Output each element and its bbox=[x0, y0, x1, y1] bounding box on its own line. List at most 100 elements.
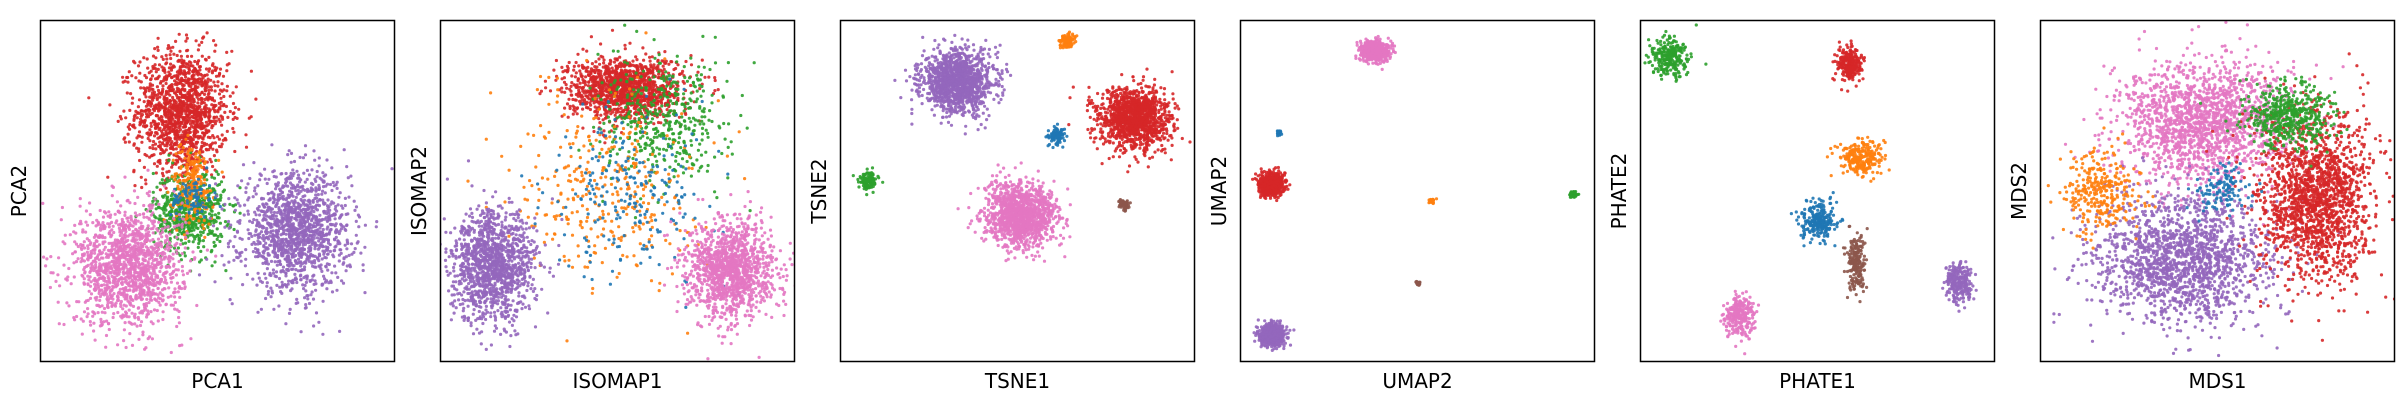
data-point bbox=[145, 57, 149, 61]
data-point bbox=[193, 84, 197, 88]
data-point bbox=[155, 308, 159, 313]
data-point bbox=[124, 345, 128, 350]
data-point bbox=[116, 209, 120, 214]
data-point bbox=[185, 162, 189, 166]
data-point bbox=[194, 152, 198, 156]
data-point bbox=[151, 238, 155, 242]
data-point bbox=[265, 267, 269, 271]
data-point bbox=[175, 113, 179, 117]
data-point bbox=[218, 239, 222, 244]
data-point bbox=[156, 199, 160, 203]
data-point bbox=[248, 219, 252, 223]
data-point bbox=[303, 144, 308, 148]
data-point bbox=[328, 249, 332, 253]
data-point bbox=[162, 95, 166, 99]
data-point bbox=[302, 287, 306, 291]
data-point bbox=[88, 201, 92, 205]
data-point bbox=[183, 89, 187, 93]
data-point bbox=[151, 66, 155, 71]
data-point bbox=[180, 100, 184, 104]
data-point bbox=[82, 253, 86, 257]
data-point bbox=[292, 225, 296, 230]
data-point bbox=[318, 230, 322, 234]
data-point bbox=[154, 56, 158, 60]
data-point bbox=[180, 65, 184, 69]
data-point bbox=[166, 116, 170, 120]
data-point bbox=[269, 295, 273, 299]
data-point bbox=[130, 233, 134, 237]
data-point bbox=[213, 233, 217, 237]
data-point bbox=[299, 189, 303, 193]
data-point bbox=[233, 149, 237, 154]
data-point bbox=[167, 158, 171, 163]
data-point bbox=[315, 196, 319, 200]
data-point bbox=[212, 244, 216, 248]
data-point bbox=[272, 307, 276, 311]
data-point bbox=[214, 74, 219, 78]
data-point bbox=[338, 216, 342, 220]
data-point bbox=[218, 120, 222, 124]
data-point bbox=[302, 198, 307, 202]
data-point bbox=[172, 189, 176, 193]
data-point bbox=[137, 337, 141, 341]
data-point bbox=[159, 80, 163, 84]
data-point bbox=[272, 174, 276, 179]
data-point bbox=[200, 84, 204, 88]
data-point bbox=[84, 209, 88, 213]
data-point bbox=[345, 165, 349, 169]
data-point bbox=[220, 207, 224, 211]
data-point bbox=[282, 229, 286, 233]
data-point bbox=[175, 89, 179, 93]
data-point bbox=[175, 70, 179, 74]
data-point bbox=[170, 146, 174, 150]
data-point bbox=[336, 203, 340, 207]
data-point bbox=[146, 312, 150, 316]
data-point bbox=[185, 201, 190, 205]
data-point bbox=[187, 221, 191, 225]
data-point bbox=[317, 239, 321, 243]
data-point bbox=[213, 110, 217, 114]
data-point bbox=[167, 136, 171, 140]
data-point bbox=[201, 205, 205, 209]
data-point bbox=[109, 235, 113, 239]
data-point bbox=[151, 221, 155, 226]
data-point bbox=[163, 193, 167, 197]
data-point bbox=[247, 116, 251, 120]
data-point bbox=[159, 129, 164, 133]
data-point bbox=[297, 260, 301, 264]
data-point bbox=[177, 32, 181, 36]
data-point bbox=[136, 315, 140, 320]
data-point bbox=[308, 279, 312, 283]
data-point bbox=[269, 229, 273, 233]
data-point bbox=[132, 143, 136, 147]
data-point bbox=[128, 246, 132, 251]
data-point bbox=[168, 272, 172, 277]
data-point bbox=[168, 143, 173, 147]
data-point bbox=[201, 223, 205, 227]
data-point bbox=[42, 255, 46, 259]
data-point bbox=[188, 142, 193, 146]
data-point bbox=[207, 107, 211, 111]
data-point bbox=[232, 111, 236, 115]
data-point bbox=[118, 228, 122, 232]
data-point bbox=[158, 303, 162, 307]
data-point bbox=[164, 92, 168, 96]
data-point bbox=[132, 261, 136, 265]
data-point bbox=[250, 242, 254, 246]
data-point bbox=[179, 258, 183, 262]
data-point bbox=[112, 256, 116, 260]
data-point bbox=[270, 217, 274, 221]
data-point bbox=[188, 138, 193, 142]
data-point bbox=[217, 74, 221, 78]
data-point bbox=[330, 271, 334, 275]
data-point bbox=[256, 254, 260, 258]
data-point bbox=[244, 257, 248, 261]
data-point bbox=[184, 39, 188, 43]
data-point bbox=[185, 36, 189, 40]
data-point bbox=[290, 267, 294, 271]
data-point bbox=[176, 233, 180, 237]
data-point bbox=[243, 203, 247, 207]
data-point bbox=[172, 201, 176, 205]
data-point bbox=[164, 120, 168, 124]
data-point bbox=[142, 291, 146, 295]
